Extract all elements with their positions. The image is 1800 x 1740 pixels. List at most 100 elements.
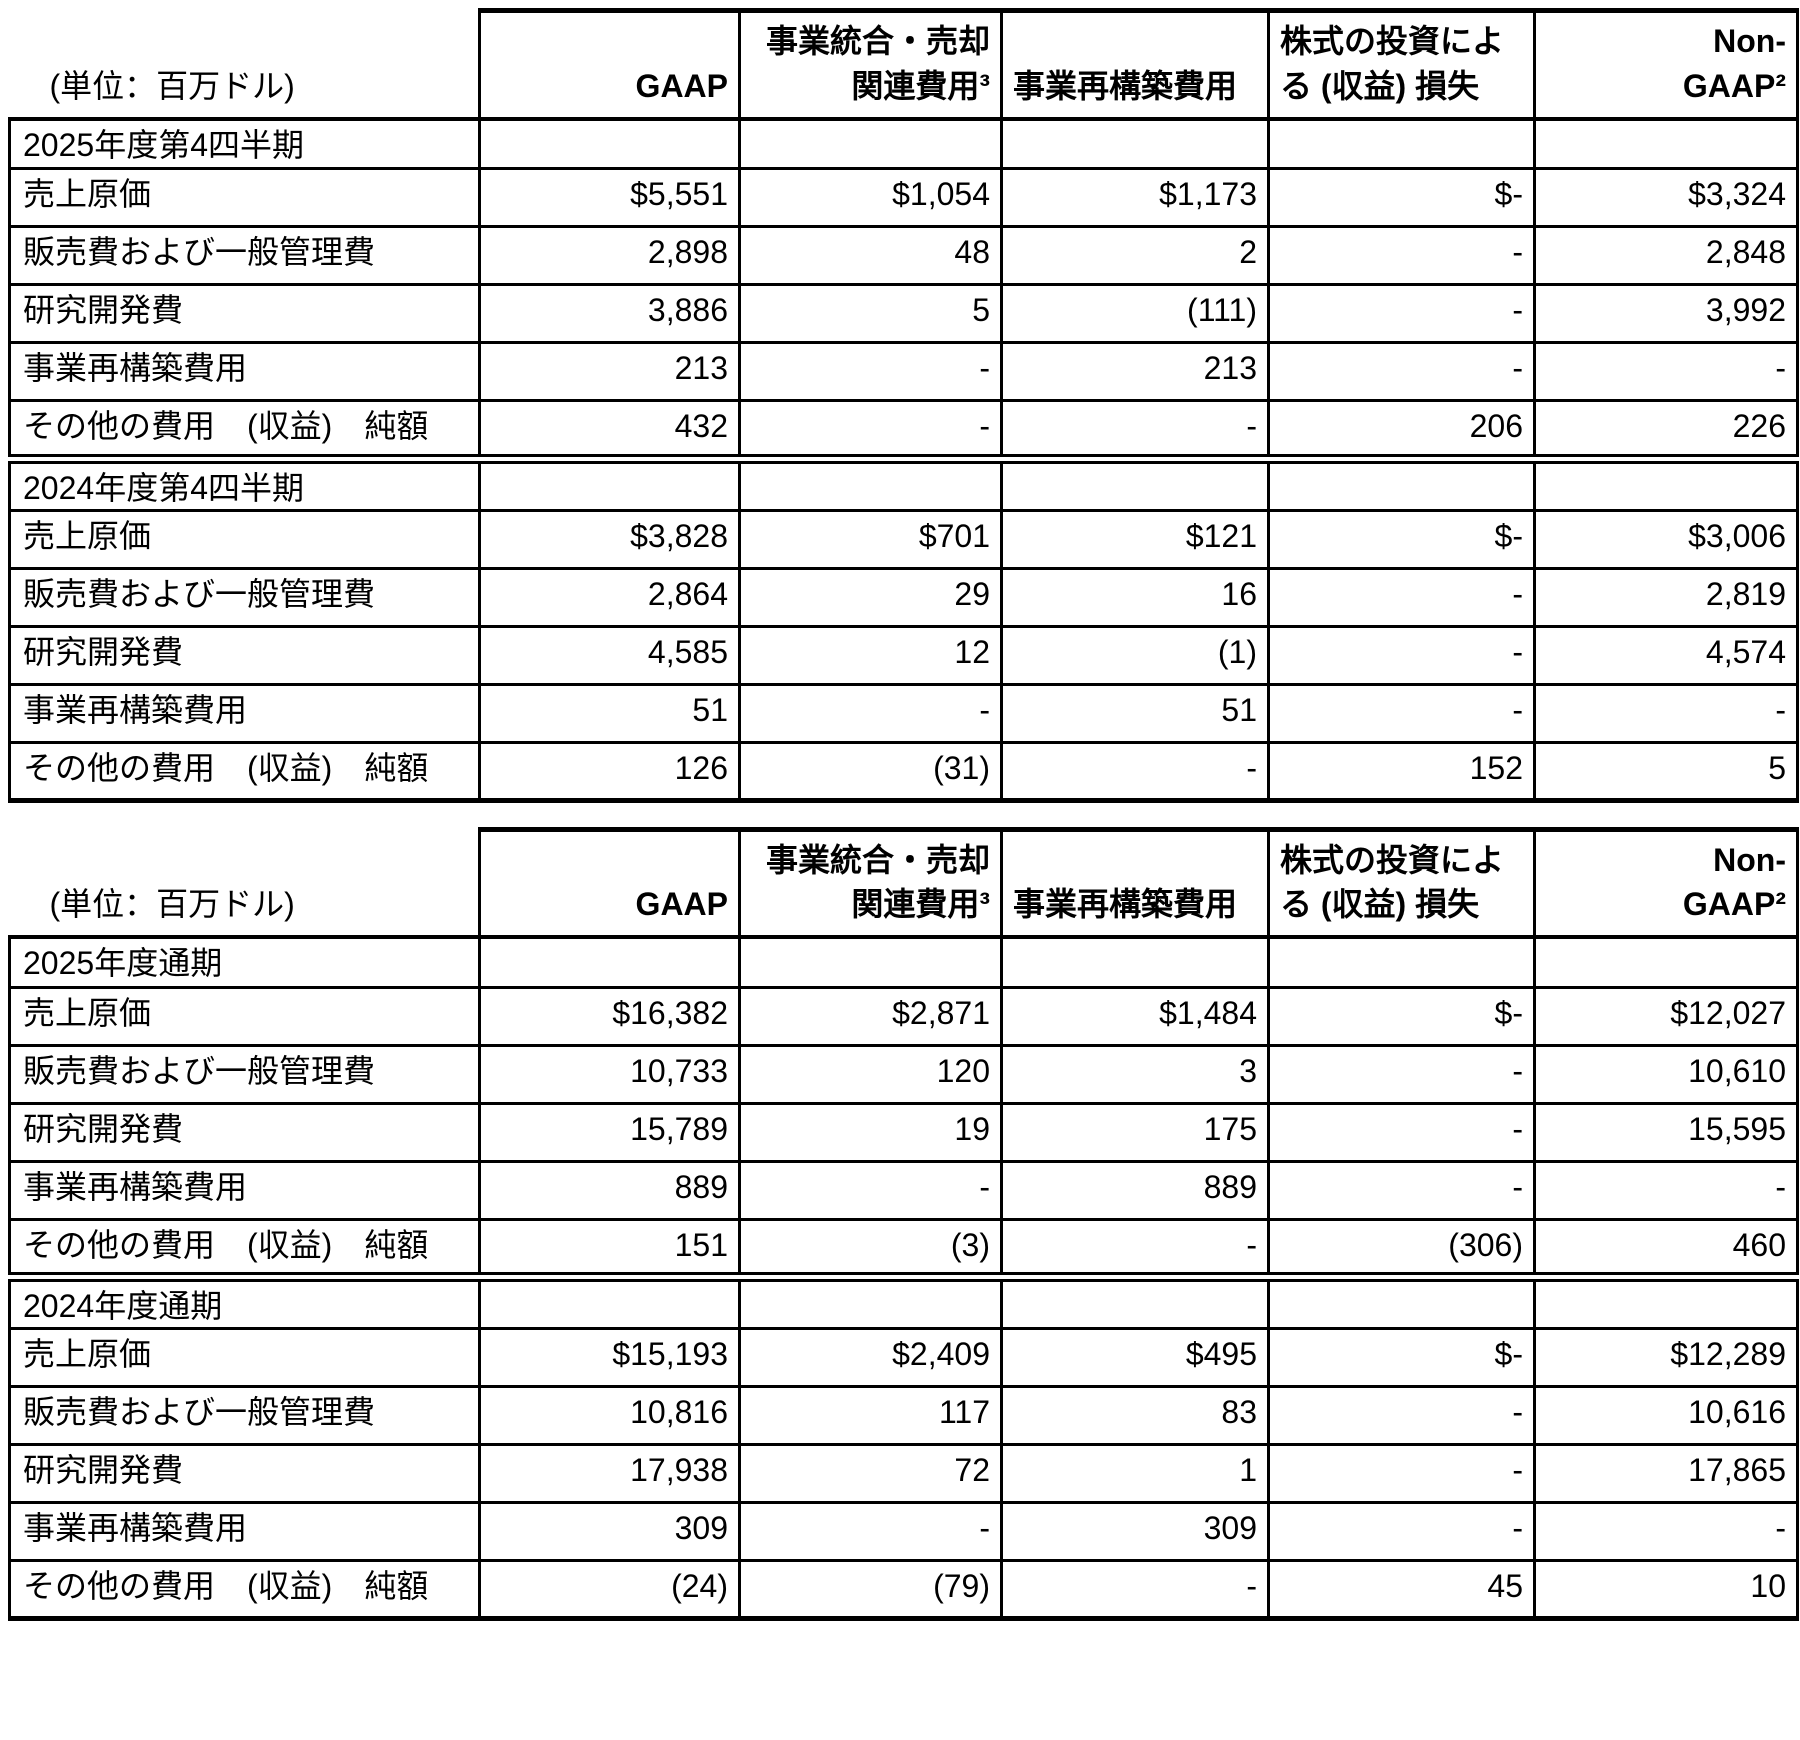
section-row: 2024年度第4四半期 bbox=[8, 453, 1799, 512]
value-cell: - bbox=[1000, 1217, 1270, 1279]
value-cell: 5 bbox=[738, 283, 1003, 345]
value-cell: 83 bbox=[1000, 1385, 1270, 1447]
column-header-5: Non- GAAP² bbox=[1533, 7, 1799, 121]
full-year-reconciliation-table: (単位：百万ドル) GAAP 事業統合・売却 関連費用³ 事業再構築費用 株式の投資によ… bbox=[8, 826, 1799, 1622]
value-cell: 175 bbox=[1000, 1101, 1270, 1163]
value-cell: $3,006 bbox=[1533, 508, 1799, 570]
section-title-cell: 2025年度第4四半期 bbox=[8, 117, 481, 171]
value-cell: - bbox=[1267, 1101, 1536, 1163]
value-cell: 10,616 bbox=[1533, 1385, 1799, 1447]
value-cell: (31) bbox=[738, 740, 1003, 803]
value-cell: - bbox=[1267, 566, 1536, 628]
row-label-cell: その他の費用 (収益) 純額 bbox=[8, 399, 481, 461]
row-label-cell: 売上原価 bbox=[8, 167, 481, 229]
value-cell: $1,054 bbox=[738, 167, 1003, 229]
value-cell: - bbox=[738, 682, 1003, 744]
table-row: 研究開発費 4,585 12 (1) -4,574 bbox=[8, 624, 1799, 686]
row-label-cell: 販売費および一般管理費 bbox=[8, 566, 481, 628]
table-row: 販売費および一般管理費 10,816 117 83-10,616 bbox=[8, 1385, 1799, 1447]
section-title-cell: 2024年度通期 bbox=[8, 1272, 481, 1331]
empty-cell bbox=[1000, 935, 1270, 989]
value-cell: (79) bbox=[738, 1559, 1003, 1622]
value-cell: 2,848 bbox=[1533, 225, 1799, 287]
value-cell: $- bbox=[1267, 167, 1536, 229]
value-cell: $2,409 bbox=[738, 1327, 1003, 1389]
value-cell: 4,574 bbox=[1533, 624, 1799, 686]
value-cell: 17,938 bbox=[478, 1443, 741, 1505]
column-header-2: 事業統合・売却 関連費用³ bbox=[738, 7, 1003, 121]
value-cell: 3 bbox=[1000, 1043, 1270, 1105]
value-cell: 152 bbox=[1267, 740, 1536, 803]
row-label-cell: 研究開発費 bbox=[8, 1101, 481, 1163]
value-cell: $495 bbox=[1000, 1327, 1270, 1389]
unit-label-cell: (単位：百万ドル) bbox=[9, 10, 481, 121]
value-cell: 226 bbox=[1533, 399, 1799, 461]
value-cell: 206 bbox=[1267, 399, 1536, 461]
value-cell: 51 bbox=[1000, 682, 1270, 744]
value-cell: 29 bbox=[738, 566, 1003, 628]
value-cell: 309 bbox=[478, 1501, 741, 1563]
empty-cell bbox=[1533, 453, 1799, 512]
value-cell: - bbox=[1267, 225, 1536, 287]
value-cell: 213 bbox=[478, 341, 741, 403]
value-cell: 3,886 bbox=[478, 283, 741, 345]
row-label-cell: 販売費および一般管理費 bbox=[8, 1043, 481, 1105]
empty-cell bbox=[738, 935, 1003, 989]
empty-cell bbox=[478, 453, 741, 512]
value-cell: 5 bbox=[1533, 740, 1799, 803]
value-cell: 1 bbox=[1000, 1443, 1270, 1505]
value-cell: - bbox=[1000, 399, 1270, 461]
value-cell: $3,324 bbox=[1533, 167, 1799, 229]
value-cell: 45 bbox=[1267, 1559, 1536, 1622]
column-header-4: 株式の投資によ る (収益) 損失 bbox=[1267, 7, 1536, 121]
table-row: 販売費および一般管理費 2,898 48 2-2,848 bbox=[8, 225, 1799, 287]
value-cell: 309 bbox=[1000, 1501, 1270, 1563]
value-cell: $701 bbox=[738, 508, 1003, 570]
empty-cell bbox=[1267, 453, 1536, 512]
column-header-1: GAAP bbox=[478, 7, 741, 121]
empty-cell bbox=[738, 117, 1003, 171]
value-cell: - bbox=[1533, 1159, 1799, 1221]
row-label-cell: 事業再構築費用 bbox=[8, 1501, 481, 1563]
value-cell: - bbox=[1267, 1159, 1536, 1221]
row-label-cell: 研究開発費 bbox=[8, 624, 481, 686]
value-cell: $1,484 bbox=[1000, 985, 1270, 1047]
value-cell: 460 bbox=[1533, 1217, 1799, 1279]
section-row: 2025年度第4四半期 bbox=[8, 117, 1799, 171]
value-cell: $- bbox=[1267, 1327, 1536, 1389]
table-row: その他の費用 (収益) 純額 (24) (79) -45 10 bbox=[8, 1559, 1799, 1622]
value-cell: $3,828 bbox=[478, 508, 741, 570]
value-cell: - bbox=[738, 399, 1003, 461]
row-label-cell: 売上原価 bbox=[8, 508, 481, 570]
empty-cell bbox=[738, 1272, 1003, 1331]
table-row: 売上原価 $15,193 $2,409 $495 $- $12,289 bbox=[8, 1327, 1799, 1389]
table-row: 事業再構築費用 213-213- - bbox=[8, 341, 1799, 403]
value-cell: - bbox=[738, 341, 1003, 403]
column-header-4: 株式の投資によ る (収益) 損失 bbox=[1267, 826, 1536, 940]
row-label-cell: その他の費用 (収益) 純額 bbox=[8, 1559, 481, 1622]
value-cell: (1) bbox=[1000, 624, 1270, 686]
empty-cell bbox=[1000, 453, 1270, 512]
value-cell: $- bbox=[1267, 985, 1536, 1047]
table-row: 事業再構築費用 51-51- - bbox=[8, 682, 1799, 744]
value-cell: - bbox=[738, 1501, 1003, 1563]
value-cell: 17,865 bbox=[1533, 1443, 1799, 1505]
table-gap bbox=[8, 803, 1796, 827]
table-row: 販売費および一般管理費 2,864 29 16-2,819 bbox=[8, 566, 1799, 628]
section-title-cell: 2025年度通期 bbox=[8, 935, 481, 989]
value-cell: 10 bbox=[1533, 1559, 1799, 1622]
column-header-1: GAAP bbox=[478, 826, 741, 940]
row-label-cell: 事業再構築費用 bbox=[8, 341, 481, 403]
row-label-cell: 研究開発費 bbox=[8, 283, 481, 345]
value-cell: $15,193 bbox=[478, 1327, 741, 1389]
column-header-5: Non- GAAP² bbox=[1533, 826, 1799, 940]
empty-cell bbox=[478, 935, 741, 989]
value-cell: - bbox=[1267, 1043, 1536, 1105]
empty-cell bbox=[1267, 117, 1536, 171]
empty-cell bbox=[478, 117, 741, 171]
column-header-2: 事業統合・売却 関連費用³ bbox=[738, 826, 1003, 940]
value-cell: $12,289 bbox=[1533, 1327, 1799, 1389]
value-cell: 126 bbox=[478, 740, 741, 803]
unit-label-cell: (単位：百万ドル) bbox=[9, 829, 481, 940]
table-row: 売上原価 $16,382 $2,871 $1,484 $- $12,027 bbox=[8, 985, 1799, 1047]
